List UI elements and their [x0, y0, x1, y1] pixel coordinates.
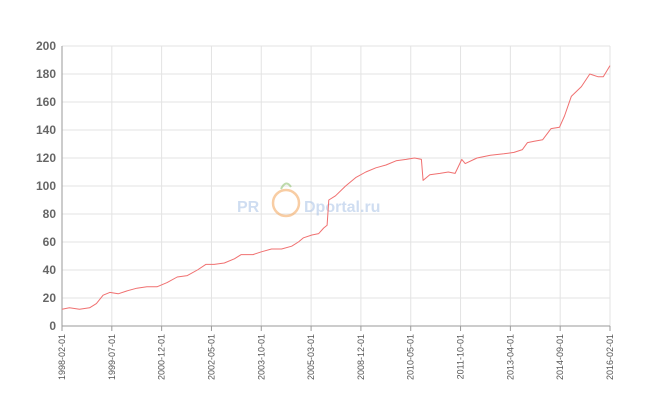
y-tick-label: 180: [36, 67, 56, 81]
x-axis-ticks: 1998-02-01 1999-07-01 2000-12-01 2002-05-01…: [57, 334, 615, 380]
y-tick-label: 40: [43, 263, 57, 277]
y-tick-label: 160: [36, 95, 56, 109]
axes: [61, 46, 611, 331]
y-axis-ticks: 0 20 40 60 80 100 120 140 160 180 200: [36, 39, 56, 333]
x-tick-label: 2010-05-01: [406, 334, 416, 380]
x-tick-label: 1998-02-01: [57, 334, 67, 380]
watermark: PR Dportal.ru: [237, 182, 380, 218]
x-tick-label: 2005-03-01: [306, 334, 316, 380]
series-layer: [61, 65, 611, 310]
x-tick-label: 2003-10-01: [256, 334, 266, 380]
y-tick-label: 140: [36, 123, 56, 137]
x-tick-label: 2014-09-01: [555, 334, 565, 380]
watermark-left-text: PR: [237, 199, 260, 216]
peach-logo-icon: [271, 182, 301, 218]
x-tick-label: 2013-04-01: [505, 334, 515, 380]
y-tick-label: 0: [49, 319, 56, 333]
x-tick-label: 2002-05-01: [206, 334, 216, 380]
watermark-right-text: Dportal.ru: [304, 199, 380, 216]
series-line-0: [61, 65, 611, 310]
y-tick-label: 80: [43, 207, 57, 221]
y-tick-label: 20: [43, 291, 57, 305]
y-tick-label: 120: [36, 151, 56, 165]
x-tick-label: 2000-12-01: [157, 334, 167, 380]
y-tick-label: 60: [43, 235, 57, 249]
x-tick-label: 2016-02-01: [605, 334, 615, 380]
x-tick-label: 1999-07-01: [107, 334, 117, 380]
y-tick-label: 200: [36, 39, 56, 53]
y-tick-label: 100: [36, 179, 56, 193]
x-tick-label: 2008-12-01: [356, 334, 366, 380]
x-tick-label: 2011-10-01: [456, 334, 466, 379]
grid: [61, 45, 611, 327]
